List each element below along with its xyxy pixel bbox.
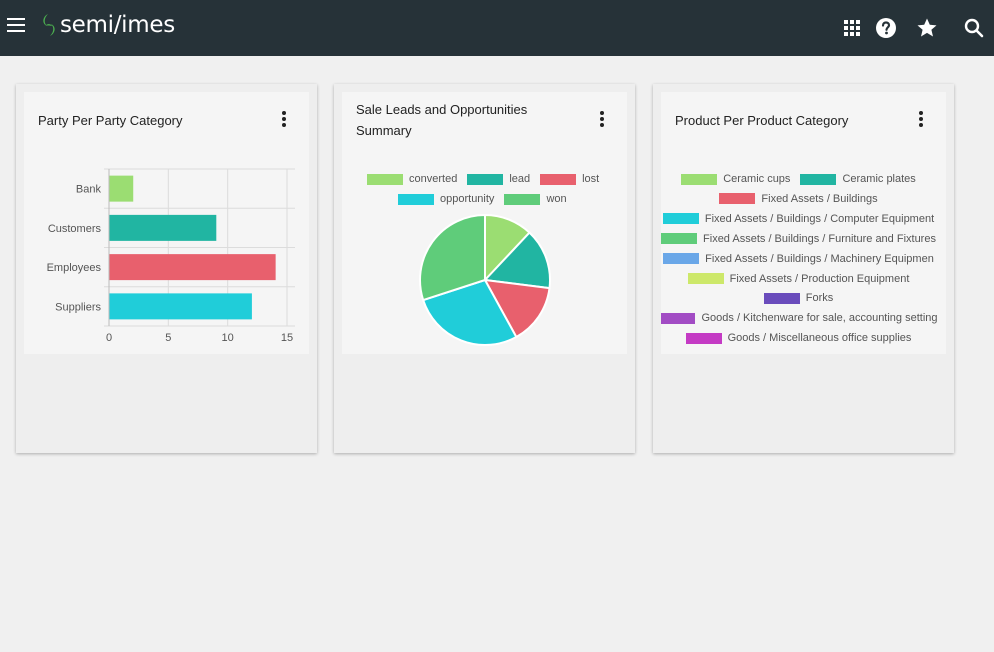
- legend-swatch: [663, 253, 700, 265]
- legend-swatch: [685, 332, 722, 344]
- category-tick-label: Suppliers: [55, 301, 101, 313]
- product-legend-row: Fixed Assets / Buildings / Furniture and…: [661, 233, 946, 245]
- legend-item[interactable]: Fixed Assets / Buildings: [719, 192, 878, 205]
- legend-item[interactable]: converted: [367, 173, 457, 185]
- bar-customers[interactable]: [109, 214, 217, 241]
- product-legend-row: Fixed Assets / Buildings: [661, 193, 946, 205]
- legend-item[interactable]: Goods / Miscellaneous office supplies: [685, 332, 912, 345]
- card-title: Party Per Party Category: [38, 113, 183, 128]
- product-category-card: Product Per Product Category Ceramic cup…: [653, 84, 954, 453]
- legend-label: Fixed Assets / Buildings / Furniture and…: [703, 232, 936, 245]
- legend-item[interactable]: won: [504, 193, 567, 205]
- hamburger-menu-icon[interactable]: [7, 18, 25, 32]
- legend-swatch: [763, 292, 800, 304]
- legend-label: Forks: [805, 292, 834, 305]
- logo-leaf-icon: [43, 14, 55, 36]
- party-category-card: Party Per Party Category Bank Customers Em…: [16, 84, 317, 453]
- product-legend-row: Goods / Miscellaneous office supplies: [661, 332, 946, 344]
- legend-label: Fixed Assets / Buildings / Computer Equi…: [704, 212, 935, 225]
- more-options-icon[interactable]: [913, 110, 929, 130]
- legend-label: Ceramic cups: [723, 173, 791, 185]
- product-legend-row: Fixed Assets / Buildings / Computer Equi…: [661, 213, 946, 225]
- legend-label: opportunity: [440, 193, 495, 205]
- logo-text: semi/imes: [60, 12, 175, 38]
- legend-item[interactable]: opportunity: [398, 193, 494, 205]
- more-options-icon[interactable]: [276, 110, 292, 130]
- legend-item[interactable]: lost: [540, 173, 599, 185]
- legend-item[interactable]: Fixed Assets / Buildings / Furniture and…: [661, 233, 936, 245]
- product-legend-row: Fixed Assets / Buildings / Machinery Equ…: [661, 253, 946, 265]
- legend-item[interactable]: Fixed Assets / Buildings / Computer Equi…: [662, 212, 935, 225]
- product-legend-row: Ceramic cups Ceramic plates: [661, 173, 946, 185]
- legend-label: converted: [409, 173, 458, 185]
- leads-pie-chart: [419, 213, 551, 346]
- card-content: Party Per Party Category Bank Customers Em…: [24, 92, 309, 354]
- product-legend-row: Forks: [661, 292, 946, 304]
- legend-swatch: [661, 233, 698, 245]
- pie-legend-row-1: converted lead lost: [367, 173, 609, 185]
- x-tick-label: 0: [106, 332, 112, 344]
- bar-suppliers[interactable]: [109, 293, 252, 320]
- legend-item[interactable]: Ceramic cups: [681, 173, 790, 185]
- bar-bank[interactable]: [109, 175, 134, 202]
- help-icon[interactable]: [874, 16, 898, 40]
- party-bar-chart: Bank Customers Employees Suppliers 0 5 10 15: [47, 168, 295, 344]
- legend-swatch: [467, 173, 504, 185]
- search-icon[interactable]: [962, 16, 986, 40]
- card-title: Product Per Product Category: [675, 113, 849, 128]
- legend-label: lead: [509, 173, 531, 185]
- pie-legend-row-2: opportunity won: [398, 193, 577, 205]
- legend-item[interactable]: Goods / Kitchenware for sale, accounting…: [661, 312, 938, 324]
- legend-label: Goods / Kitchenware for sale, accounting…: [701, 312, 938, 325]
- star-icon[interactable]: [915, 16, 939, 40]
- sale-leads-card: Sale Leads and Opportunities Summary con…: [334, 84, 635, 453]
- pie-slice-opportunity[interactable]: [421, 278, 518, 346]
- legend-swatch: [398, 193, 434, 205]
- legend-label: Fixed Assets / Buildings / Machinery Equ…: [705, 252, 934, 265]
- card-content: Product Per Product Category Ceramic cup…: [661, 92, 946, 354]
- legend-item[interactable]: Ceramic plates: [800, 173, 916, 185]
- product-legend-row: Goods / Kitchenware for sale, accounting…: [661, 312, 946, 324]
- category-tick-label: Employees: [47, 262, 102, 274]
- legend-label: lost: [582, 173, 600, 185]
- legend-swatch: [681, 173, 718, 185]
- legend-label: Fixed Assets / Buildings: [761, 192, 878, 205]
- legend-label: Fixed Assets / Production Equipment: [729, 272, 910, 285]
- legend-label: won: [546, 193, 567, 205]
- product-legend-row: Fixed Assets / Production Equipment: [661, 273, 946, 285]
- legend-item[interactable]: Fixed Assets / Production Equipment: [687, 272, 910, 285]
- more-options-icon[interactable]: [594, 110, 610, 130]
- legend-item[interactable]: lead: [467, 173, 530, 185]
- legend-swatch: [504, 193, 541, 205]
- bar-employees[interactable]: [109, 254, 276, 281]
- card-content: Sale Leads and Opportunities Summary con…: [342, 92, 627, 354]
- legend-swatch: [661, 312, 696, 324]
- x-tick-label: 15: [281, 332, 293, 344]
- legend-label: Ceramic plates: [842, 173, 916, 185]
- x-tick-label: 5: [165, 332, 171, 344]
- top-bar: semi/imes: [0, 0, 994, 56]
- legend-swatch: [367, 173, 403, 185]
- card-title: Sale Leads and Opportunities Summary: [356, 99, 527, 141]
- pie-slice-won[interactable]: [419, 213, 486, 302]
- category-tick-label: Bank: [76, 184, 102, 196]
- pie-slice-lead[interactable]: [482, 231, 551, 290]
- category-tick-label: Customers: [48, 223, 102, 235]
- card-title-line1: Sale Leads and Opportunities: [356, 102, 528, 117]
- app-logo[interactable]: semi/imes: [40, 10, 175, 40]
- pie-slice-lost[interactable]: [483, 278, 551, 339]
- legend-swatch: [800, 173, 837, 185]
- legend-swatch: [687, 273, 724, 284]
- legend-item[interactable]: Fixed Assets / Buildings / Machinery Equ…: [663, 253, 934, 265]
- legend-label: Goods / Miscellaneous office supplies: [727, 332, 912, 345]
- x-tick-label: 10: [222, 332, 234, 344]
- legend-swatch: [662, 213, 699, 225]
- legend-swatch: [540, 173, 577, 185]
- legend-item[interactable]: Forks: [763, 292, 834, 305]
- legend-swatch: [719, 193, 756, 205]
- apps-grid-icon[interactable]: [840, 16, 864, 40]
- card-title-line2: Summary: [356, 123, 412, 138]
